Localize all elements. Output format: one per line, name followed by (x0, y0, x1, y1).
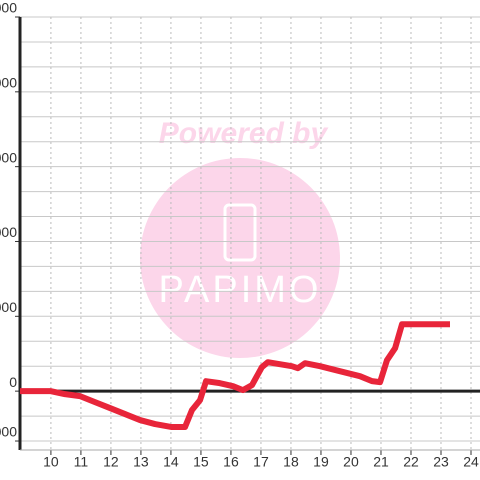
x-tick-label: 12 (103, 454, 119, 470)
watermark-circle (140, 158, 340, 358)
x-tick-label: 21 (373, 454, 389, 470)
x-tick-label: 19 (313, 454, 329, 470)
x-tick-label: 14 (163, 454, 179, 470)
x-tick-label: 24 (463, 454, 479, 470)
x-tick-label: 15 (193, 454, 209, 470)
x-tick-label: 23 (433, 454, 449, 470)
watermark-text: Powered by (159, 117, 329, 150)
x-tick-label: 10 (43, 454, 59, 470)
x-tick-label: 20 (343, 454, 359, 470)
x-tick-label: 18 (283, 454, 299, 470)
y-tick-label: -20,000 (0, 424, 17, 440)
x-tick-label: 22 (403, 454, 419, 470)
y-tick-label: 120,000 (0, 75, 17, 91)
y-tick-label: 60,000 (0, 224, 17, 240)
x-tick-label: 13 (133, 454, 149, 470)
watermark-icon (223, 203, 257, 262)
y-tick-label: 150,000 (0, 0, 17, 16)
watermark-logo: PAPIMO (159, 269, 322, 311)
line (20, 321, 450, 431)
y-tick-label: 90,000 (0, 149, 17, 165)
y-tick-label: 30,000 (0, 299, 17, 315)
x-tick-label: 11 (74, 454, 89, 470)
y-tick-label: 0 (9, 374, 17, 390)
x-tick-label: 17 (253, 454, 269, 470)
x-tick-label: 16 (223, 454, 239, 470)
